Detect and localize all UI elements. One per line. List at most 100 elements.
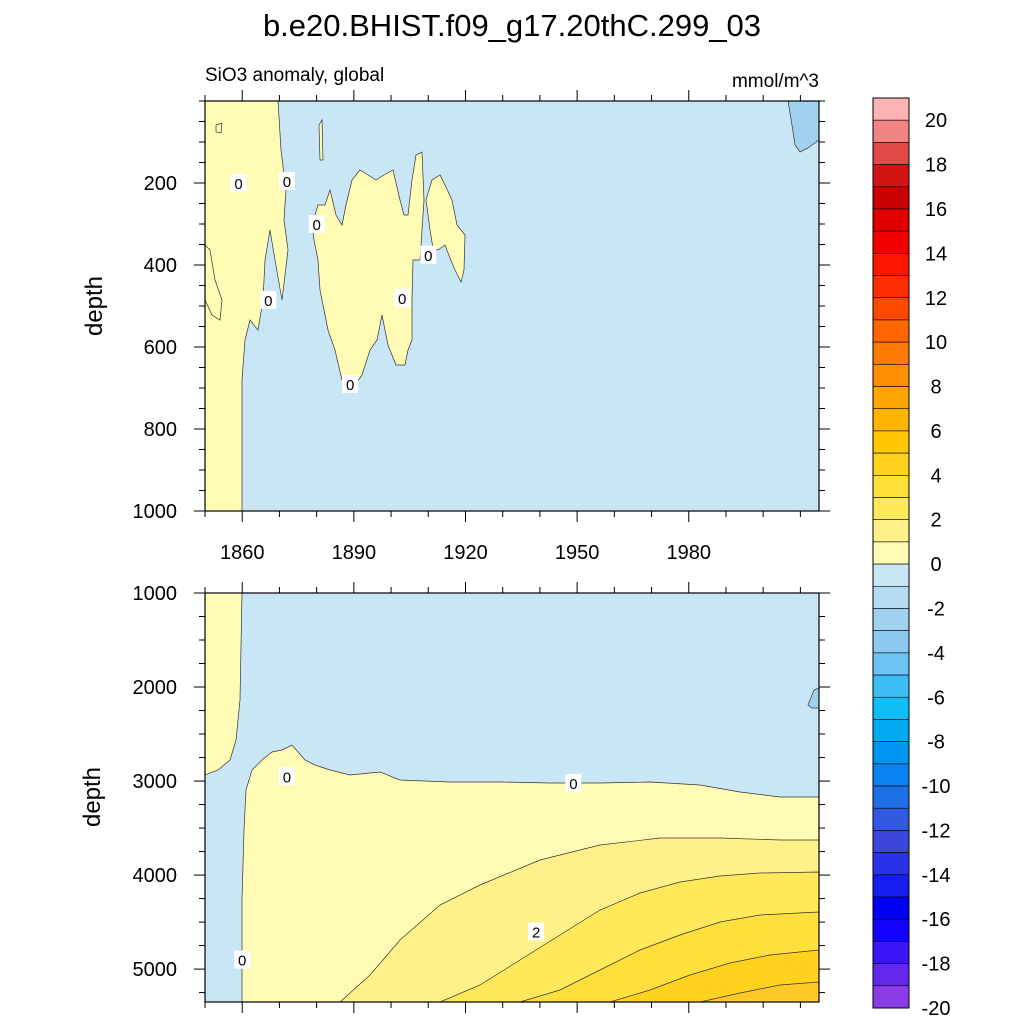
upper-contour-label: 0 — [398, 291, 406, 308]
upper-xtick-label: 1920 — [443, 542, 488, 564]
upper-contour-label: 0 — [234, 176, 242, 193]
lower-contour-label: 0 — [238, 953, 246, 970]
colorbar-label: 4 — [930, 465, 941, 487]
lower-ytick-label: 4000 — [133, 865, 178, 887]
lower-contour-label-box — [565, 773, 582, 792]
lower-contour-label: 2 — [532, 924, 540, 941]
colorbar-swatch — [872, 763, 910, 787]
upper-panel-background — [205, 101, 819, 511]
colorbar-swatch — [872, 386, 910, 410]
upper-ytick-label: 400 — [144, 255, 177, 277]
upper-ytick-label: 600 — [144, 337, 177, 359]
colorbar-swatch — [872, 674, 910, 698]
upper-negative-corner — [787, 101, 819, 153]
upper-contour-label: 0 — [346, 377, 354, 394]
colorbar-swatch — [872, 652, 910, 676]
lower-contour-label-box — [528, 922, 545, 941]
colorbar-swatch — [872, 918, 910, 942]
colorbar-swatch — [872, 563, 910, 587]
figure-title: b.e20.BHIST.f09_g17.20thC.299_03 — [263, 8, 761, 43]
upper-contour-label-box — [260, 290, 277, 309]
lower-panel-contour-labels: 0 0 2 0 — [234, 767, 582, 970]
lower-panel-frame — [204, 592, 820, 1003]
colorbar-swatch — [872, 452, 910, 476]
subtitle-left: SiO3 anomaly, global — [205, 65, 384, 86]
lower-ytick-label: 3000 — [133, 771, 178, 793]
colorbar-swatch — [872, 985, 910, 1009]
colorbar-swatch — [872, 364, 910, 387]
colorbar-label: -20 — [922, 998, 951, 1020]
colorbar-swatch — [872, 119, 910, 143]
upper-positive-thin-streak — [318, 118, 324, 161]
upper-positive-region-middle — [311, 151, 425, 391]
colorbar-swatch — [872, 696, 910, 720]
colorbar-swatch — [872, 297, 910, 321]
colorbar-swatch — [872, 874, 910, 898]
colorbar-swatch — [872, 230, 910, 254]
colorbar-swatch — [872, 630, 910, 654]
colorbar-swatch — [872, 475, 910, 498]
upper-contour-label-box — [308, 215, 325, 233]
upper-contour-label-box — [278, 171, 295, 190]
lower-ytick-label: 5000 — [133, 959, 178, 981]
upper-panel-contours — [205, 101, 819, 511]
colorbar-swatch — [872, 830, 910, 853]
colorbar-label: -4 — [927, 643, 945, 665]
colorbar-swatch — [872, 519, 910, 543]
colorbar-swatch — [872, 97, 910, 121]
lower-panel-ylabel: depth — [79, 767, 106, 827]
colorbar-swatch — [872, 807, 910, 831]
colorbar-swatch — [872, 253, 910, 276]
colorbar-frame — [872, 97, 910, 1009]
lower-panel-contours — [205, 593, 819, 1002]
upper-contour-label: 0 — [424, 248, 432, 265]
upper-xtick-label: 1860 — [220, 542, 265, 564]
colorbar-swatch — [872, 319, 910, 343]
colorbar: 20181614121086420-2-4-6-8-10-12-14-16-18… — [872, 97, 951, 1020]
upper-contour-label: 0 — [312, 217, 320, 234]
upper-ytick-label: 200 — [144, 173, 177, 195]
lower-level-5 — [699, 981, 819, 1002]
colorbar-swatch — [872, 186, 910, 210]
colorbar-swatch — [872, 430, 910, 454]
lower-contour-label: 0 — [283, 769, 291, 786]
colorbar-label: 18 — [925, 155, 947, 177]
colorbar-label: 14 — [925, 243, 947, 265]
upper-contour-label: 0 — [264, 293, 272, 310]
upper-xtick-label: 1890 — [332, 542, 377, 564]
colorbar-swatch — [872, 896, 910, 920]
colorbar-swatch — [872, 852, 910, 876]
colorbar-label: 20 — [925, 110, 947, 132]
lower-contour-label-box — [278, 767, 295, 786]
upper-positive-small-dot — [215, 122, 223, 134]
upper-positive-region-left-notch — [205, 244, 223, 321]
colorbar-label: 8 — [930, 377, 941, 399]
colorbar-label: -6 — [927, 687, 945, 709]
colorbar-label: 16 — [925, 199, 947, 221]
colorbar-label: -8 — [927, 732, 945, 754]
colorbar-swatch — [872, 164, 910, 188]
colorbar-label: -10 — [922, 776, 951, 798]
colorbar-label: 0 — [930, 554, 941, 576]
colorbar-label: -14 — [922, 865, 951, 887]
lower-negative-corner — [807, 687, 819, 709]
subtitle-right: mmol/m^3 — [732, 71, 819, 92]
colorbar-swatch — [872, 208, 910, 232]
colorbar-label: -12 — [922, 820, 951, 842]
upper-ytick-label: 1000 — [133, 501, 178, 523]
colorbar-swatch — [872, 408, 910, 432]
upper-xtick-label: 1980 — [667, 542, 712, 564]
colorbar-label: 10 — [925, 332, 947, 354]
colorbar-swatch — [872, 941, 910, 964]
colorbar-label: 6 — [930, 421, 941, 443]
upper-panel-ylabel: depth — [81, 276, 108, 336]
upper-contour-label-box — [230, 174, 247, 192]
lower-ytick-label: 1000 — [133, 583, 178, 605]
upper-contour-label-box — [394, 288, 411, 307]
colorbar-label: 12 — [925, 288, 947, 310]
colorbar-swatch — [872, 785, 910, 809]
upper-ytick-label: 800 — [144, 419, 177, 441]
